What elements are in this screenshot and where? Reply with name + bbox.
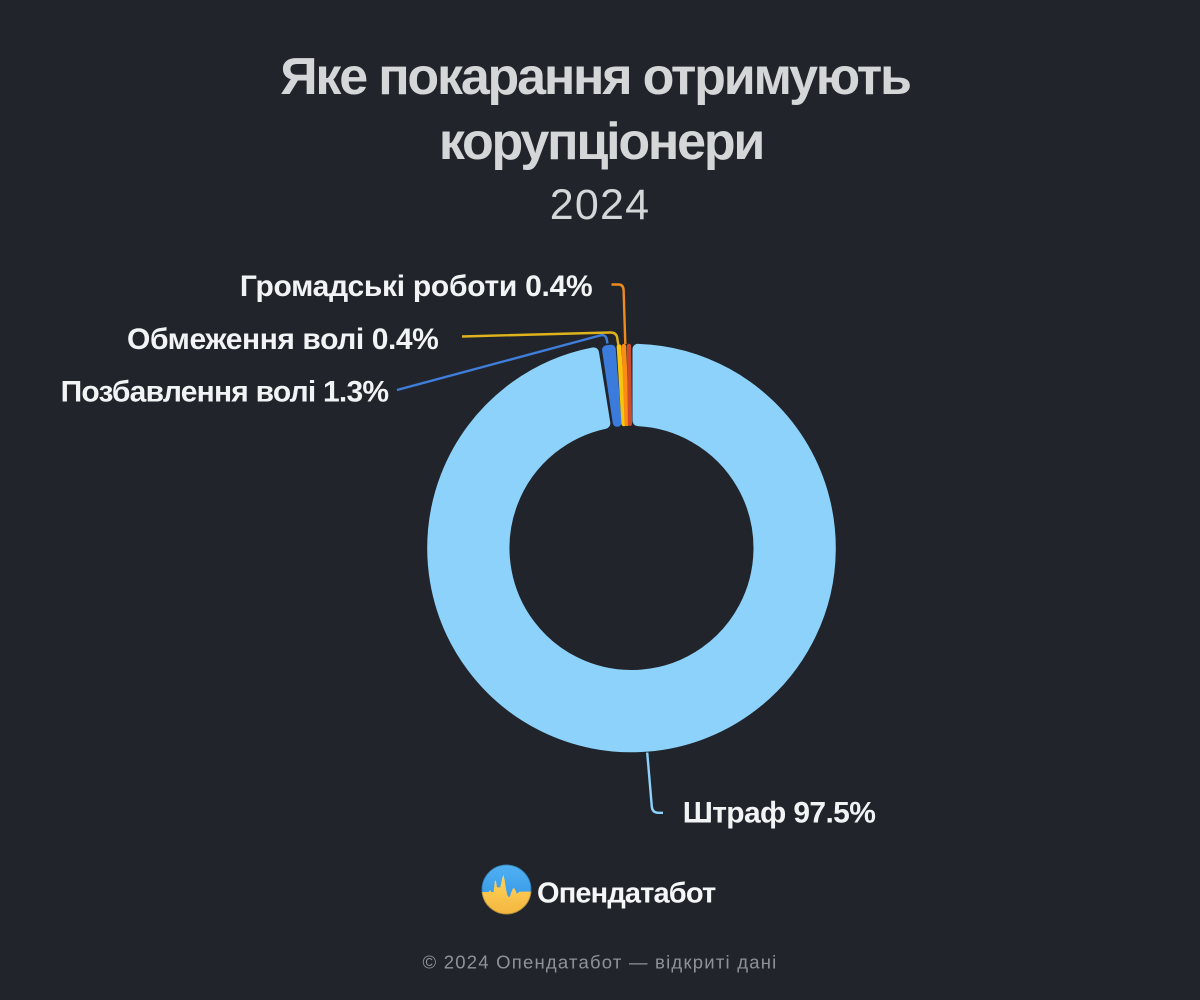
svg-text:Обмеження волі 0.4%: Обмеження волі 0.4% <box>127 323 438 356</box>
svg-text:© 2024 Опендатабот — відкриті: © 2024 Опендатабот — відкриті дані <box>422 952 777 973</box>
svg-text:Опендатабот: Опендатабот <box>537 878 716 910</box>
svg-text:Штраф 97.5%: Штраф 97.5% <box>683 797 876 830</box>
svg-text:Позбавлення волі 1.3%: Позбавлення волі 1.3% <box>61 375 389 408</box>
svg-text:Яке покарання отримують: Яке покарання отримують <box>280 48 910 106</box>
svg-text:корупціонери: корупціонери <box>439 113 763 171</box>
svg-text:Громадські роботи 0.4%: Громадські роботи 0.4% <box>240 270 593 303</box>
svg-text:2024: 2024 <box>550 181 650 229</box>
